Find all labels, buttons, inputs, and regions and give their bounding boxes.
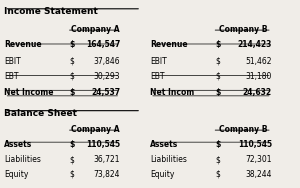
Text: EBT: EBT [4,72,19,81]
Text: 30,293: 30,293 [94,72,120,81]
Text: 31,180: 31,180 [245,72,272,81]
Text: $: $ [70,40,75,49]
Text: 110,545: 110,545 [86,140,120,149]
Text: $: $ [215,72,220,81]
Text: EBIT: EBIT [150,57,167,66]
Text: $: $ [215,40,221,49]
Text: 72,301: 72,301 [245,155,272,164]
Text: $: $ [70,155,75,164]
Text: Company A: Company A [71,25,119,34]
Text: Equity: Equity [4,170,29,179]
Text: Assets: Assets [150,140,178,149]
Text: Equity: Equity [150,170,174,179]
Text: $: $ [70,140,75,149]
Text: 24,537: 24,537 [91,88,120,97]
Text: $: $ [70,170,75,179]
Text: $: $ [215,140,221,149]
Text: 73,824: 73,824 [94,170,120,179]
Text: $: $ [70,72,75,81]
Text: 37,846: 37,846 [94,57,120,66]
Text: $: $ [215,170,220,179]
Text: 24,632: 24,632 [243,88,272,97]
Text: Revenue: Revenue [150,40,188,49]
Text: Company B: Company B [219,125,268,134]
Text: $: $ [215,155,220,164]
Text: 36,721: 36,721 [94,155,120,164]
Text: $: $ [215,57,220,66]
Text: Liabilities: Liabilities [150,155,187,164]
Text: EBIT: EBIT [4,57,21,66]
Text: Company A: Company A [71,125,119,134]
Text: Assets: Assets [4,140,33,149]
Text: Balance Sheet: Balance Sheet [4,109,77,118]
Text: Net Incom: Net Incom [150,88,194,97]
Text: Net Income: Net Income [4,88,54,97]
Text: Liabilities: Liabilities [4,155,41,164]
Text: 51,462: 51,462 [245,57,272,66]
Text: 164,547: 164,547 [86,40,120,49]
Text: 214,423: 214,423 [238,40,272,49]
Text: $: $ [70,88,75,97]
Text: $: $ [215,88,221,97]
Text: $: $ [70,57,75,66]
Text: Company B: Company B [219,25,268,34]
Text: EBT: EBT [150,72,164,81]
Text: 38,244: 38,244 [245,170,272,179]
Text: 110,545: 110,545 [238,140,272,149]
Text: Income Statement: Income Statement [4,7,98,16]
Text: Revenue: Revenue [4,40,42,49]
